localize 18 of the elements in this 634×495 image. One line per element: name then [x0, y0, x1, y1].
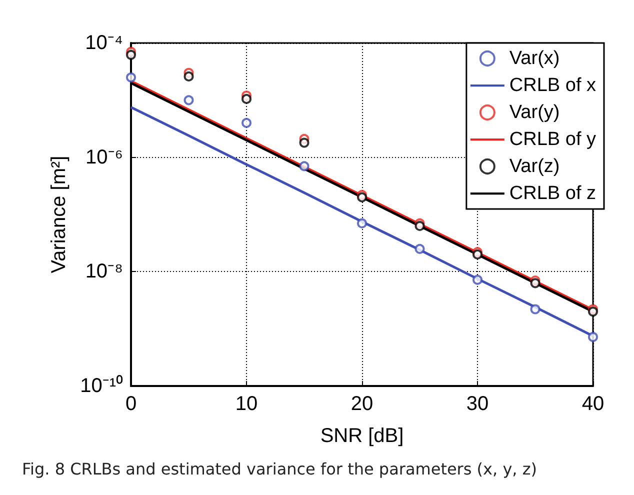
y-tick-label: 10⁻⁴ [85, 32, 123, 54]
legend-label: CRLB of y [509, 129, 596, 150]
legend-label: Var(y) [509, 102, 560, 123]
y-tick-label: 10⁻⁶ [86, 146, 123, 168]
y-axis-title: Variance [m²] [48, 156, 70, 274]
x-tick-label: 40 [582, 393, 604, 415]
caption: Fig. 8 CRLBs and estimated variance for the parameters (x, y, z) [22, 460, 537, 478]
x-tick-label: 30 [466, 393, 489, 415]
x-axis-title: SNR [dB] [320, 425, 404, 447]
legend-label: Var(x) [509, 48, 560, 69]
y-tick-label: 10⁻⁸ [85, 260, 123, 283]
x-tick-label: 20 [350, 393, 374, 415]
x-tick-label: 10 [235, 393, 258, 415]
x-tick-label: 0 [125, 393, 137, 415]
legend-label: CRLB of z [509, 183, 596, 204]
y-tick-label: 10⁻¹⁰ [80, 374, 123, 397]
legend-label: Var(z) [509, 156, 560, 177]
legend-label: CRLB of x [509, 75, 596, 96]
